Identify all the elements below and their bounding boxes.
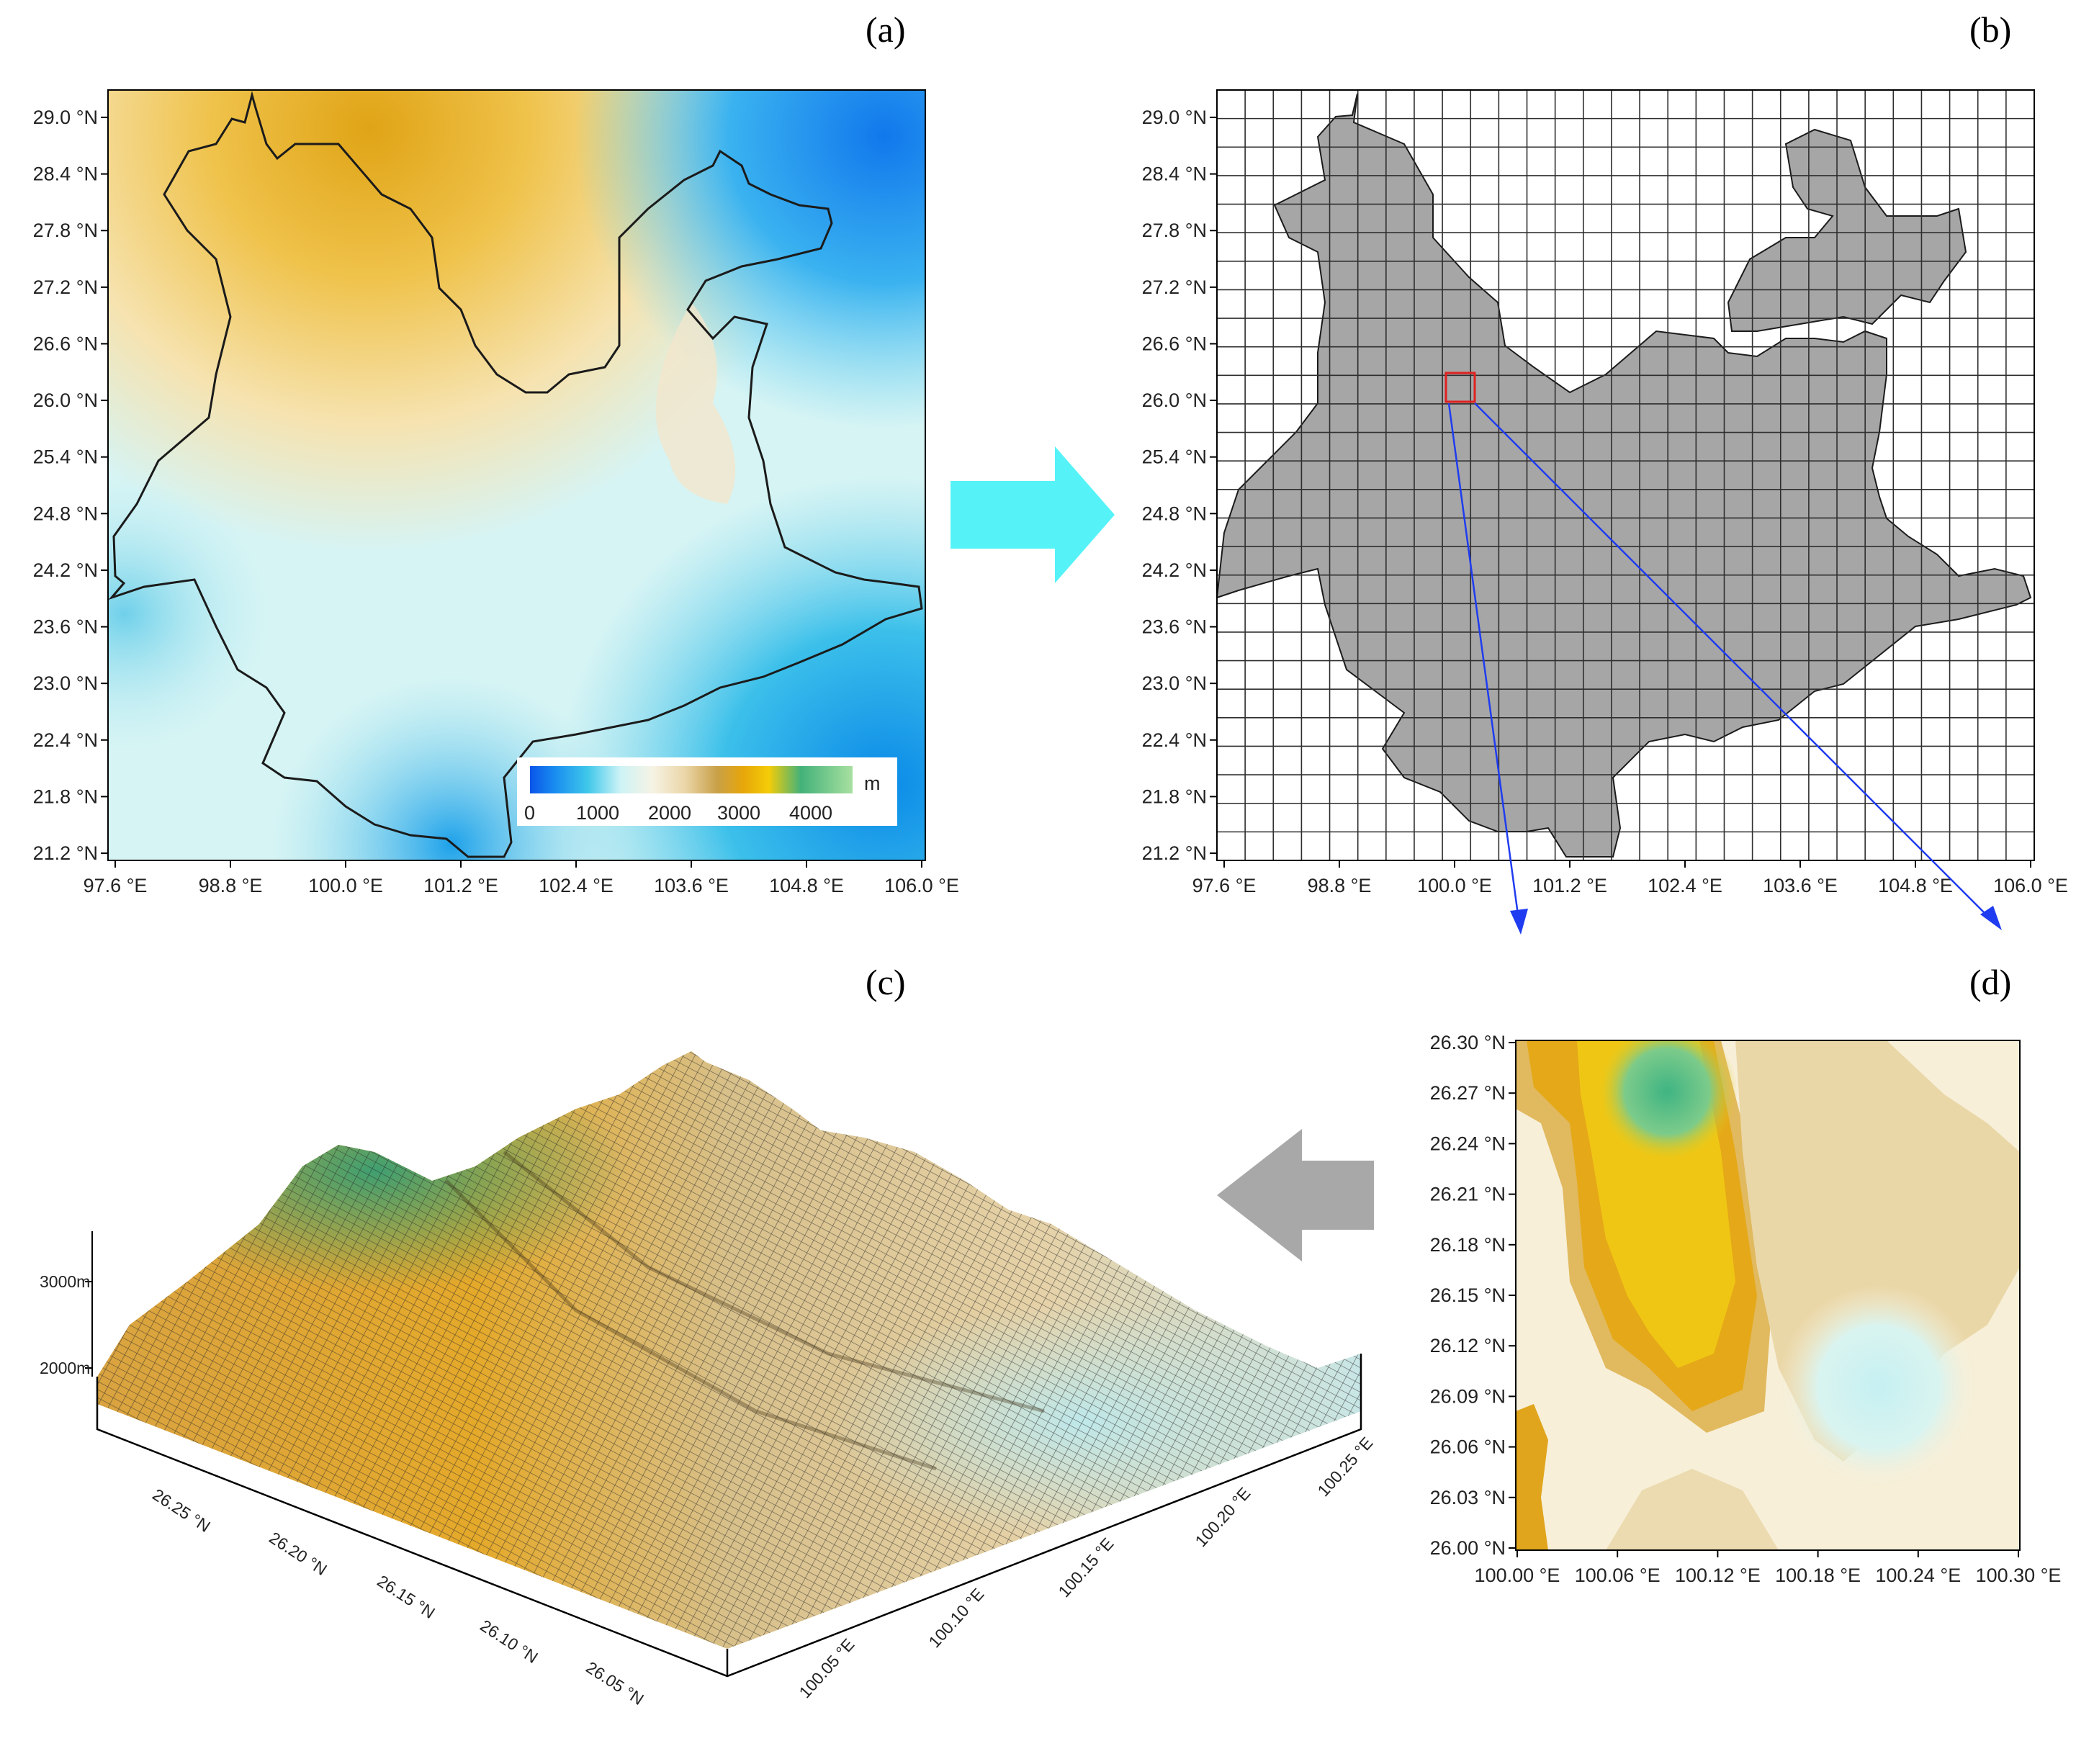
panel-d-lat-tick-label: 26.21 °N <box>1430 1184 1506 1205</box>
flow-arrow-cyan <box>951 446 1115 583</box>
panel-a-lon-tick-label: 97.6 °E <box>84 875 148 896</box>
panel-label-b: (b) <box>1969 9 2012 50</box>
legend-tick-2000: 2000 <box>648 802 691 824</box>
panel-b-lon-tick-label: 97.6 °E <box>1192 875 1257 896</box>
panel-b-lat-tick-label: 24.8 °N <box>1142 503 1207 524</box>
panel-a-lon-tick-label: 100.0 °E <box>308 875 383 896</box>
panel-a-lat-tick-label: 29.0 °N <box>33 107 98 128</box>
panel-b-lat-tick-label: 23.6 °N <box>1142 616 1207 638</box>
panel-b-lon-tick-label: 98.8 °E <box>1308 875 1372 896</box>
panel-d-lat-tick-label: 26.09 °N <box>1430 1385 1506 1407</box>
legend-tick-0: 0 <box>524 802 535 824</box>
panel-d-lon-tick-label: 100.18 °E <box>1775 1565 1861 1586</box>
zoom-connectors <box>1447 402 2002 935</box>
panel-d-lat-tick-label: 26.06 °N <box>1430 1436 1506 1458</box>
panel-d-lat-tick-label: 26.24 °N <box>1430 1133 1506 1154</box>
panel-d-axes: 26.30 °N 26.27 °N 26.24 °N 26.21 °N 26.18 °N… <box>1430 1032 2062 1586</box>
panel-b-lat-tick-label: 27.8 °N <box>1142 220 1207 241</box>
panel-c-lon-tick-label: 100.05 °E <box>795 1635 858 1702</box>
panel-a-lat-tick-label: 24.8 °N <box>33 503 98 524</box>
panel-d-lat-tick-label: 26.00 °N <box>1430 1537 1506 1559</box>
panel-a-lat-tick-label: 23.0 °N <box>33 672 98 694</box>
panel-a-lat-tick-label: 27.8 °N <box>33 220 98 241</box>
panel-a-lon-tick-label: 104.8 °E <box>769 875 844 896</box>
panel-a-axes: 29.0 °N 28.4 °N 27.8 °N 27.2 °N 26.6 °N 26.0 … <box>33 107 959 896</box>
panel-b-lon-tick-label: 101.2 °E <box>1532 875 1607 896</box>
panel-a-lat-tick-label: 28.4 °N <box>33 163 98 185</box>
yunnan-boundary-a <box>108 91 923 858</box>
panel-a-elevation-map: m 0 1000 2000 3000 4000 29.0 °N 28.4 °N 27… <box>33 89 959 896</box>
panel-b-lat-tick-label: 26.0 °N <box>1142 390 1207 411</box>
panel-a-lon-tick-label: 103.6 °E <box>654 875 729 896</box>
panel-b-lat-tick-label: 28.4 °N <box>1142 163 1207 185</box>
panel-d-lon-tick-label: 100.00 °E <box>1475 1565 1560 1586</box>
panel-d-lat-tick-label: 26.12 °N <box>1430 1335 1506 1356</box>
panel-b-lon-tick-label: 102.4 °E <box>1648 875 1722 896</box>
panel-a-lat-tick-label: 26.6 °N <box>33 333 98 354</box>
panel-d-lat-tick-label: 26.18 °N <box>1430 1234 1506 1256</box>
flow-arrow-gray <box>1217 1129 1374 1261</box>
panel-d-lat-tick-label: 26.03 °N <box>1430 1487 1506 1508</box>
panel-b-lat-tick-label: 21.8 °N <box>1142 786 1207 807</box>
panel-label-a: (a) <box>866 9 906 50</box>
panel-c-lat-tick-label: 26.10 °N <box>477 1616 541 1667</box>
panel-label-d: (d) <box>1969 962 2012 1002</box>
panel-b-axes: 29.0 °N 28.4 °N 27.8 °N 27.2 °N 26.6 °N 26.0 … <box>1142 107 2068 896</box>
yunnan-province-shape <box>1216 93 2032 858</box>
panel-a-lon-tick-label: 102.4 °E <box>539 875 614 896</box>
legend-tick-4000: 4000 <box>789 802 832 824</box>
panel-d-lon-tick-label: 100.30 °E <box>1976 1565 2062 1586</box>
panel-c-lat-tick-label: 26.05 °N <box>583 1657 647 1709</box>
panel-c-lon-tick-label: 100.10 °E <box>925 1585 987 1652</box>
panel-label-c: (c) <box>866 962 906 1002</box>
panel-a-lat-tick-label: 21.2 °N <box>33 842 98 864</box>
panel-a-lat-tick-label: 27.2 °N <box>33 276 98 298</box>
panel-a-lat-tick-label: 22.4 °N <box>33 729 98 751</box>
panel-d-lat-tick-label: 26.27 °N <box>1430 1082 1506 1104</box>
highlight-cell-box <box>1444 372 1476 403</box>
panel-d-zoom-elevation: 26.30 °N 26.27 °N 26.24 °N 26.21 °N 26.18 °N… <box>1430 1032 2062 1586</box>
panel-b-grid-map: 29.0 °N 28.4 °N 27.8 °N 27.2 °N 26.6 °N 26.0 … <box>1142 89 2068 896</box>
panel-c-lon-tick-label: 100.20 °E <box>1191 1484 1254 1551</box>
panel-b-lon-tick-label: 103.6 °E <box>1763 875 1838 896</box>
legend-colorbar <box>530 766 853 793</box>
panel-d-lon-tick-label: 100.24 °E <box>1875 1565 1961 1586</box>
panel-b-lat-tick-label: 23.0 °N <box>1142 672 1207 694</box>
panel-b-lon-tick-label: 106.0 °E <box>1993 875 2068 896</box>
panel-b-lat-tick-label: 26.6 °N <box>1142 333 1207 354</box>
panel-b-lat-tick-label: 22.4 °N <box>1142 729 1207 751</box>
panel-b-lat-tick-label: 27.2 °N <box>1142 276 1207 298</box>
panel-a-lon-tick-label: 98.8 °E <box>199 875 263 896</box>
panel-a-lon-tick-label: 106.0 °E <box>884 875 959 896</box>
panel-a-lon-tick-label: 101.2 °E <box>423 875 498 896</box>
panel-a-lat-tick-label: 26.0 °N <box>33 390 98 411</box>
panel-b-lon-tick-label: 100.0 °E <box>1417 875 1492 896</box>
panel-c-lat-tick-label: 26.15 °N <box>374 1571 438 1622</box>
panel-b-gridlines <box>1217 90 2034 860</box>
z-tick-2000: 2000m <box>40 1359 90 1377</box>
panel-d-lat-tick-label: 26.15 °N <box>1430 1284 1506 1306</box>
legend-tick-3000: 3000 <box>717 802 760 824</box>
panel-d-lat-tick-label: 26.30 °N <box>1430 1032 1506 1053</box>
panel-b-lon-tick-label: 104.8 °E <box>1878 875 1953 896</box>
z-tick-3000: 3000m <box>40 1272 90 1291</box>
panel-a-lat-tick-label: 21.8 °N <box>33 786 98 807</box>
elevation-legend: m 0 1000 2000 3000 4000 <box>517 757 897 826</box>
panel-a-lat-tick-label: 25.4 °N <box>33 446 98 468</box>
panel-c-lat-tick-label: 26.20 °N <box>266 1528 330 1579</box>
panel-d-lon-tick-label: 100.12 °E <box>1675 1565 1761 1586</box>
panel-b-lat-tick-label: 25.4 °N <box>1142 446 1207 468</box>
panel-d-lon-tick-label: 100.06 °E <box>1575 1565 1661 1586</box>
panel-b-lat-tick-label: 24.2 °N <box>1142 559 1207 581</box>
panel-c-lat-tick-label: 26.25 °N <box>149 1485 213 1536</box>
legend-tick-1000: 1000 <box>576 802 619 824</box>
legend-unit: m <box>864 773 881 794</box>
panel-a-lat-tick-label: 23.6 °N <box>33 616 98 638</box>
panel-b-lat-tick-label: 29.0 °N <box>1142 107 1207 128</box>
panel-a-lat-tick-label: 24.2 °N <box>33 559 98 581</box>
panel-b-lat-tick-label: 21.2 °N <box>1142 842 1207 864</box>
panel-c-3d-terrain: 3000m 2000m 26.25 °N 26.20 °N 26.15 °N 26.1… <box>40 1051 1376 1709</box>
